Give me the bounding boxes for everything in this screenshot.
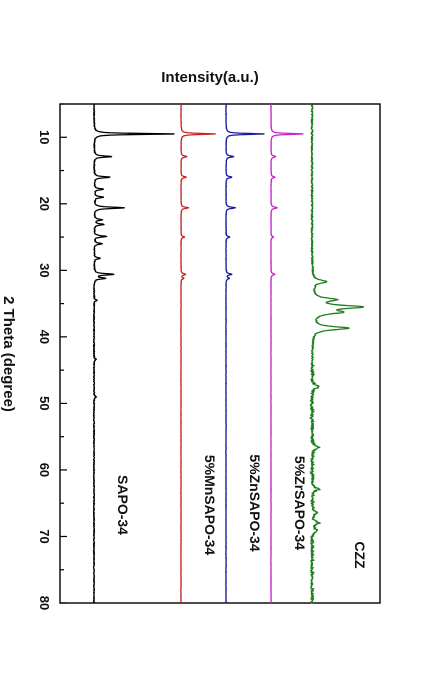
series-label: 5%ZrSAPO-34 <box>292 456 308 550</box>
series-label: 5%ZnSAPO-34 <box>247 454 263 551</box>
chart-title: Intensity(a.u.) <box>161 69 259 86</box>
x-tick-label: 30 <box>37 263 52 277</box>
x-tick-label: 80 <box>37 596 52 610</box>
plot-frame <box>59 103 381 604</box>
x-tick-label: 60 <box>37 463 52 477</box>
series-label: CZZ <box>352 541 368 569</box>
x-tick-label: 70 <box>37 529 52 543</box>
series-line-czz <box>309 103 365 604</box>
x-axis-ticks: 10 20 30 40 50 60 70 80 <box>37 103 67 610</box>
series-line-5-zrsapo-34 <box>270 103 304 604</box>
series-line-5-znsapo-34 <box>225 103 265 604</box>
x-tick-label: 40 <box>37 330 52 344</box>
series-label: 5%MnSAPO-34 <box>202 455 218 556</box>
series-line-sapo-34 <box>92 103 175 604</box>
plot-border <box>59 103 381 604</box>
x-tick-label: 50 <box>37 396 52 410</box>
x-axis-label: 2 Theta (degree) <box>0 296 17 412</box>
x-tick-label: 20 <box>37 197 52 211</box>
x-tick-label: 10 <box>37 130 52 144</box>
series-label: SAPO-34 <box>115 475 131 535</box>
series-labels: SAPO-34 5%MnSAPO-34 5%ZnSAPO-34 5%ZrSAPO-34… <box>115 454 368 569</box>
traces <box>92 103 365 604</box>
series-line-5-mnsapo-34 <box>180 103 216 604</box>
